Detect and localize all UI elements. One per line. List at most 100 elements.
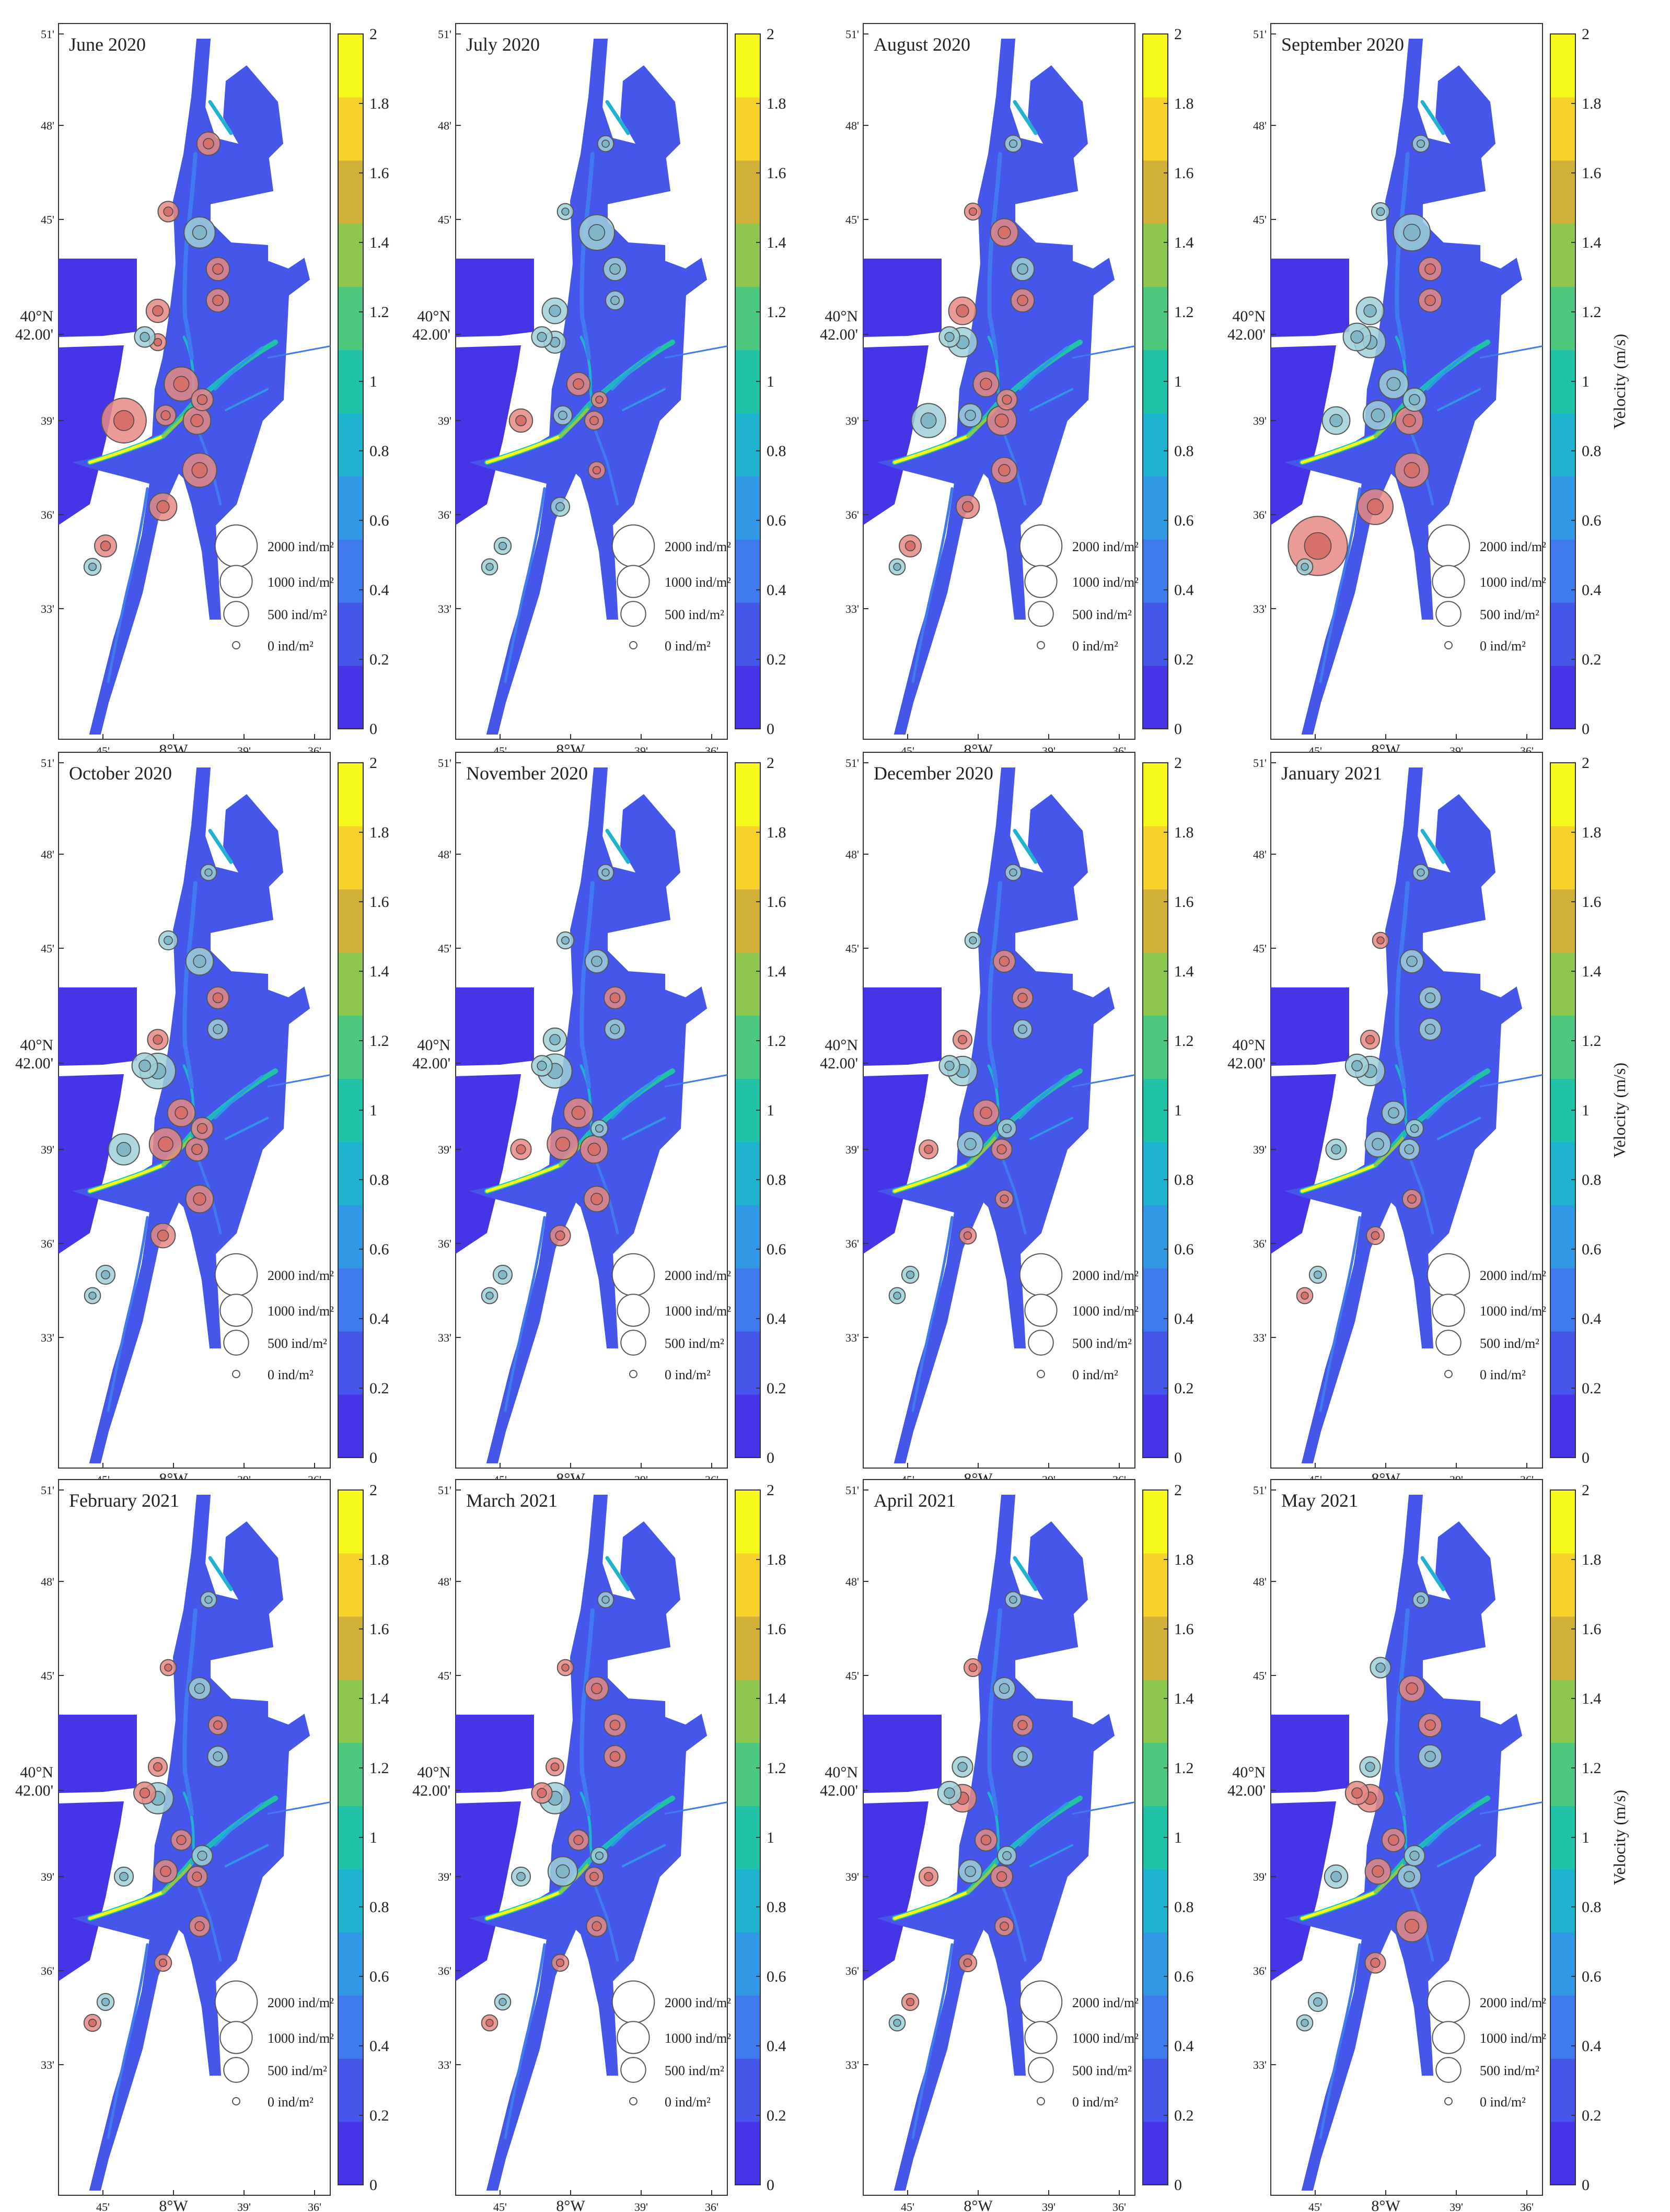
velocity-channel — [1426, 1075, 1476, 1120]
sampling-station-core — [1371, 1231, 1380, 1240]
sampling-station-core — [1370, 1958, 1381, 1968]
harbor-basin — [223, 65, 283, 159]
colorbar-band — [1143, 1932, 1168, 1996]
colorbar-band — [735, 1869, 760, 1932]
colorbar-tick-label: 1.4 — [1174, 234, 1194, 251]
size-legend-label: 2000 ind/m² — [1480, 1268, 1546, 1283]
colorbar-band — [1550, 1616, 1575, 1680]
y-tick-label: 36' — [1253, 1237, 1267, 1250]
colorbar-tick-label: 1 — [369, 1102, 377, 1119]
sampling-station-core — [957, 1762, 968, 1772]
map-panel: 2000 ind/m² 1000 ind/m² 500 ind/m² 0 ind/m²… — [820, 1479, 1194, 2212]
y-tick-label: 39' — [41, 414, 54, 427]
colorbar-band — [735, 413, 760, 476]
velocity-channel — [911, 487, 954, 683]
panel-title: February 2021 — [69, 1490, 179, 1511]
y-tick-label: 45' — [845, 213, 859, 226]
sampling-station-core — [1000, 1922, 1009, 1931]
velocity-channel — [88, 1163, 165, 1193]
size-legend-circle — [620, 1330, 646, 1356]
y-tick-label: 36' — [41, 508, 54, 521]
size-legend-circle — [629, 2097, 637, 2105]
colorbar-band — [338, 1553, 363, 1617]
size-legend-circle — [611, 1253, 655, 1297]
estuary-map — [863, 1495, 1135, 2191]
velocity-channel — [1029, 1844, 1073, 1867]
sampling-station-core — [204, 1596, 213, 1604]
colorbar-band — [1143, 1490, 1168, 1554]
size-legend-circle — [617, 2021, 650, 2054]
y-tick-label: 36' — [1253, 508, 1267, 521]
sampling-station-core — [573, 378, 584, 390]
sampling-station-core — [1403, 224, 1421, 241]
river-line — [267, 345, 330, 359]
river-line — [1479, 1074, 1543, 1088]
y-tick-label: 33' — [438, 602, 451, 615]
panel-title: October 2020 — [69, 763, 172, 784]
velocity-channel — [225, 388, 269, 411]
colorbar-band — [338, 160, 363, 224]
size-legend-label: 2000 ind/m² — [1072, 1268, 1139, 1283]
sampling-station-core — [160, 410, 171, 421]
x-tick-label: 8°W — [1371, 2197, 1400, 2212]
size-legend-circle — [620, 601, 646, 627]
panel-title: November 2020 — [466, 763, 588, 784]
colorbar-tick-label: 0.8 — [1174, 1171, 1194, 1189]
size-legend-circle — [1444, 2097, 1453, 2105]
sampling-station-core — [906, 1997, 915, 2007]
size-legend-circle — [232, 2097, 240, 2105]
colorbar-band — [1143, 286, 1168, 351]
y-tick-label: 51' — [438, 28, 451, 41]
velocity-channel — [1426, 346, 1476, 391]
harbor-basin — [1028, 65, 1088, 159]
colorbar-tick-label: 0.4 — [1174, 2038, 1194, 2055]
size-legend-label: 1000 ind/m² — [1072, 575, 1139, 590]
colorbar-band — [338, 666, 363, 729]
x-tick-label: 45' — [96, 2201, 110, 2212]
sampling-station-core — [587, 1143, 601, 1156]
sampling-station-core — [1329, 414, 1343, 427]
sampling-station-core — [1330, 1871, 1342, 1882]
sampling-station-core — [193, 1192, 206, 1206]
colorbar-band — [1550, 1679, 1575, 1743]
colorbar-tick-label: 1.2 — [1582, 1760, 1602, 1777]
y-tick-label: 51' — [1253, 756, 1267, 770]
colorbar-band — [1143, 1869, 1168, 1932]
size-legend-label: 1000 ind/m² — [1072, 1303, 1139, 1319]
y-tick-label: 51' — [845, 756, 859, 770]
sampling-station-core — [1351, 1060, 1363, 1072]
sampling-station-core — [1017, 263, 1028, 275]
sampling-station-core — [555, 502, 565, 511]
sampling-station-core — [212, 992, 224, 1004]
colorbar-tick-label: 0 — [767, 2176, 774, 2194]
velocity-channel — [911, 1943, 954, 2139]
colorbar-band — [735, 1616, 760, 1680]
velocity-channel — [485, 1891, 562, 1920]
sampling-station-core — [1365, 1035, 1375, 1044]
lat-label: 42.00' — [15, 1055, 53, 1072]
sampling-station-core — [1417, 1596, 1425, 1604]
y-tick-label: 36' — [438, 1237, 451, 1250]
x-tick-label: 39' — [237, 2201, 251, 2212]
river-line — [664, 1801, 727, 1815]
sampling-station-core — [962, 501, 973, 513]
y-tick-label: 39' — [1253, 1143, 1267, 1156]
colorbar-band — [338, 1869, 363, 1932]
ocean-area — [456, 987, 534, 1254]
colorbar-band — [1550, 223, 1575, 287]
colorbar-tick-label: 2 — [767, 1482, 774, 1499]
colorbar-tick-label: 1 — [369, 373, 377, 390]
size-legend-circle — [1444, 1370, 1453, 1378]
size-legend-circle — [1427, 1253, 1470, 1297]
velocity-channel — [966, 1862, 998, 1894]
velocity-channel — [1420, 829, 1445, 864]
sampling-station-core — [191, 462, 208, 479]
colorbar-band — [1143, 413, 1168, 476]
x-tick-label: 36' — [308, 2201, 321, 2212]
colorbar-band — [338, 1932, 363, 1996]
sampling-station-core — [113, 410, 135, 432]
colorbar-band — [1550, 160, 1575, 224]
colorbar-tick-label: 1.8 — [767, 1551, 786, 1568]
size-legend-label: 1000 ind/m² — [1480, 575, 1546, 590]
colorbar-tick-label: 1.8 — [369, 1551, 389, 1568]
